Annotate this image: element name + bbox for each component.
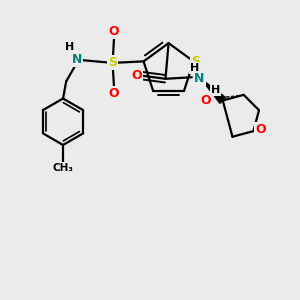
Text: O: O bbox=[201, 94, 211, 107]
Text: O: O bbox=[109, 26, 119, 38]
Text: S: S bbox=[191, 55, 200, 68]
Text: O: O bbox=[255, 123, 266, 136]
Text: H: H bbox=[64, 42, 74, 52]
Text: CH₃: CH₃ bbox=[52, 163, 74, 172]
Text: N: N bbox=[194, 72, 205, 85]
Text: O: O bbox=[131, 69, 142, 82]
Polygon shape bbox=[201, 79, 226, 103]
Text: H: H bbox=[190, 63, 200, 73]
Text: S: S bbox=[108, 56, 117, 69]
Text: O: O bbox=[109, 87, 119, 101]
Text: N: N bbox=[72, 53, 82, 66]
Text: H: H bbox=[211, 85, 220, 95]
